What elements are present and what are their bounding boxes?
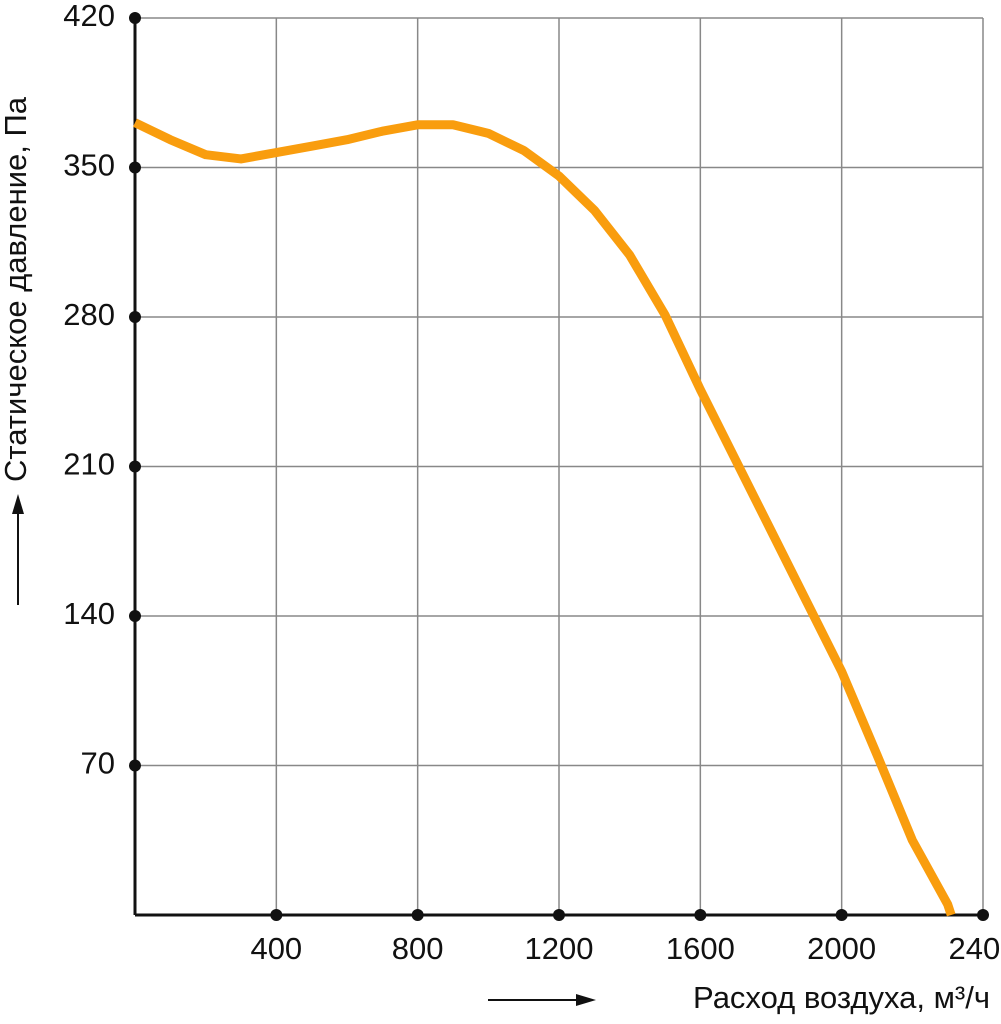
- data-line: [133, 118, 956, 917]
- x-tick-dot: [977, 909, 989, 921]
- x-tick-label: 1600: [666, 931, 735, 966]
- x-tick-dot: [694, 909, 707, 921]
- y-arrow: [12, 494, 24, 605]
- y-axis-label: Статическое давление, Па: [0, 96, 33, 482]
- y-tick-dot: [129, 610, 141, 622]
- y-tick-dot: [129, 311, 141, 323]
- y-tick-label: 420: [63, 0, 115, 33]
- y-tick-dot: [129, 460, 141, 473]
- x-tick-dot: [270, 909, 283, 921]
- y-tick-label: 280: [63, 297, 115, 332]
- x-tick-label: 2000: [807, 931, 876, 966]
- x-tick-label: 800: [392, 931, 444, 966]
- x-tick-label: 1200: [525, 931, 594, 966]
- y-tick-label: 70: [81, 746, 115, 781]
- x-tick-dot: [835, 909, 848, 921]
- x-tick-label: 2400: [949, 931, 1001, 966]
- x-tick-dot: [411, 909, 424, 921]
- x-arrow: [488, 994, 596, 1006]
- y-tick-dot: [129, 12, 141, 24]
- y-tick-dot: [129, 759, 141, 772]
- y-tick-dot: [129, 161, 141, 174]
- x-axis-label: Расход воздуха, м³/ч: [693, 980, 990, 1015]
- x-tick-dot: [553, 909, 565, 921]
- y-tick-label: 210: [63, 447, 115, 482]
- y-tick-label: 350: [63, 148, 115, 183]
- y-tick-label: 140: [63, 596, 115, 631]
- x-tick-label: 400: [250, 931, 302, 966]
